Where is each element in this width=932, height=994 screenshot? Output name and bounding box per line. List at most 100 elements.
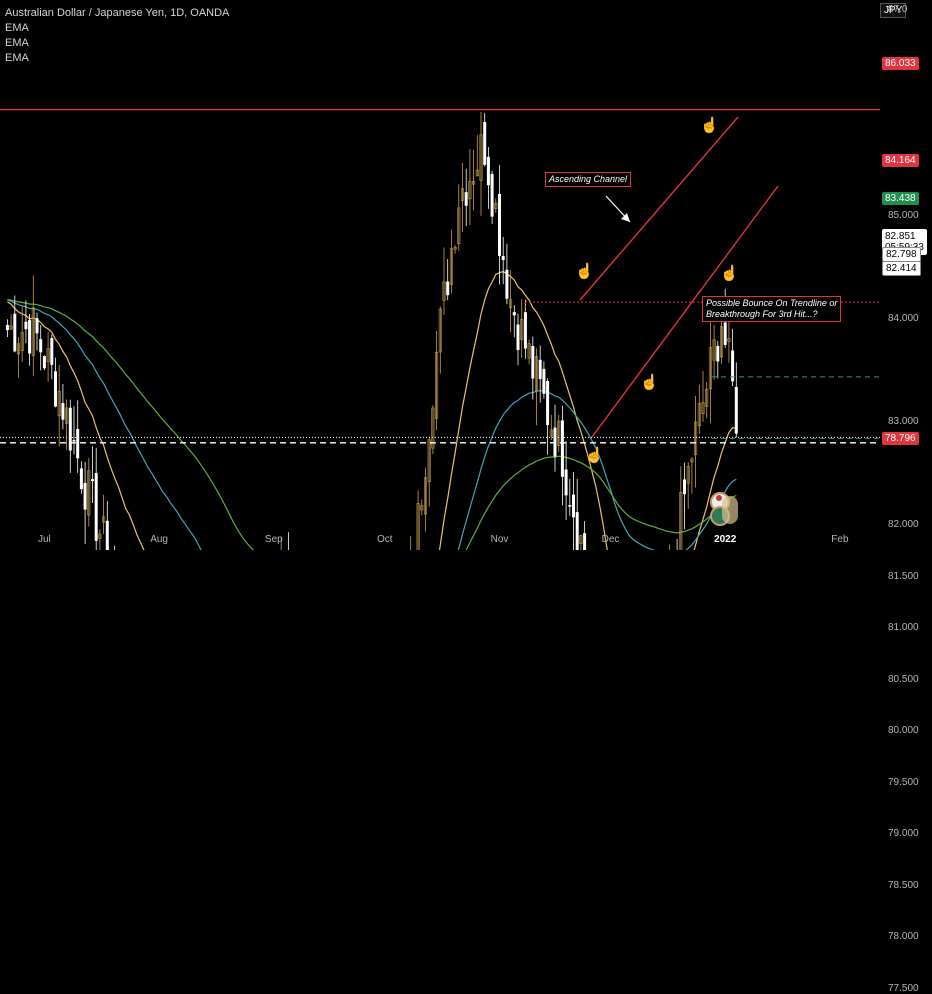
candle-body [31, 307, 35, 356]
candle-body [546, 381, 550, 426]
ascending-channel-label[interactable]: Ascending Channel [545, 172, 632, 187]
candle-body [727, 338, 731, 342]
y-tick-label: 83.000 [888, 416, 919, 427]
candle-body [708, 347, 712, 390]
x-tick-label: Feb [831, 534, 849, 545]
x-tick-label: 2022 [714, 534, 737, 545]
candle-body [460, 188, 464, 201]
candle-body [575, 512, 579, 550]
candle-body [472, 180, 476, 185]
candle-body [9, 325, 13, 330]
candle-body [427, 439, 431, 483]
candle-body [686, 466, 690, 484]
arrow-head [621, 213, 630, 222]
candle-body [553, 427, 557, 457]
candle-body [449, 248, 453, 285]
channel-upper-line [579, 116, 739, 301]
candle-body [46, 348, 50, 363]
pointing-hand-icon: ☝ [640, 374, 659, 391]
candle-body [505, 269, 509, 299]
candle-body [497, 193, 501, 256]
dashed-level-price-tag: 82.798 [882, 247, 921, 262]
candle-body [542, 368, 546, 394]
indicator-ema-3[interactable]: EMA [5, 52, 29, 64]
bounce-note[interactable]: Possible Bounce On Trendline or Breakthr… [702, 296, 842, 322]
candle-body [446, 281, 450, 296]
candle-body [483, 122, 487, 165]
candle-body [479, 134, 483, 181]
candle-body [13, 313, 17, 352]
y-tick-label: 84.000 [888, 313, 919, 324]
x-tick-label: Oct [377, 534, 393, 545]
candle-body [486, 156, 490, 186]
candle-body [442, 281, 446, 301]
candle-body [534, 356, 538, 392]
candle-body [731, 350, 735, 382]
candle-body [520, 318, 524, 340]
candle-body [719, 326, 723, 358]
pointing-hand-icon: ☝ [575, 263, 594, 280]
x-tick-label: Dec [601, 534, 620, 545]
candle-body [475, 169, 479, 177]
y-tick-label: 79.000 [888, 828, 919, 839]
candle-body [42, 356, 46, 369]
candle-body [734, 386, 738, 434]
candle-body [5, 324, 9, 331]
candle-body [453, 246, 457, 250]
candle-body [583, 533, 587, 550]
ema-20-line [7, 270, 737, 550]
candle-body [490, 173, 494, 217]
recent-high-price-tag: 84.164 [882, 154, 919, 167]
candle-body [705, 388, 709, 407]
pointing-hand-icon: ☝ [585, 447, 604, 464]
candle-body [435, 351, 439, 419]
candle-body [571, 494, 575, 518]
y-tick-label: 82.000 [888, 519, 919, 530]
ema-price-tag: 82.414 [882, 261, 921, 276]
candle-body [464, 192, 468, 206]
y-tick-label: 81.000 [888, 622, 919, 633]
candle-body [102, 516, 106, 523]
currency-button[interactable]: JPY [880, 3, 907, 18]
indicator-ema-2[interactable]: EMA [5, 37, 29, 49]
candle-body [431, 407, 435, 449]
candle-body [98, 533, 102, 539]
candle-body [94, 472, 98, 541]
candle-body [494, 202, 498, 209]
emoji-stack-icon[interactable] [708, 492, 740, 528]
candle-body [65, 407, 69, 424]
candle-body [468, 181, 472, 200]
y-tick-label: 80.000 [888, 725, 919, 736]
candle-body [83, 482, 87, 510]
pointing-hand-icon: ☝ [720, 265, 739, 282]
candle-body [549, 429, 553, 437]
candle-body [91, 479, 95, 482]
x-tick-label: Sep [264, 534, 283, 545]
resistance-price-tag: 86.033 [882, 57, 919, 70]
candle-body [531, 346, 535, 379]
pointing-hand-icon: ☝ [700, 117, 719, 134]
current-price-value: 82.851 [885, 231, 916, 242]
symbol-title: Australian Dollar / Japanese Yen, 1D, OA… [5, 7, 230, 19]
candle-body [76, 428, 80, 459]
candle-body [516, 324, 520, 351]
candle-body [579, 535, 583, 544]
price-chart[interactable] [0, 0, 932, 550]
candle-body [557, 420, 561, 446]
indicator-ema-1[interactable]: EMA [5, 22, 29, 34]
candle-body [564, 469, 568, 496]
candle-body [723, 322, 727, 345]
support-price-tag: 78.796 [882, 432, 919, 445]
y-tick-label: 79.500 [888, 776, 919, 788]
candle-body [423, 477, 427, 515]
candle-body [39, 339, 43, 353]
x-tick-label: Nov [490, 534, 509, 545]
candle-body [87, 470, 91, 516]
y-tick-label: 87.0 [888, 4, 908, 15]
y-tick-label: 80.500 [888, 673, 919, 685]
candle-body [105, 520, 109, 550]
candle-body [420, 505, 424, 511]
y-tick-label: 81.500 [888, 570, 919, 582]
candle-body [50, 338, 54, 365]
candle-body [701, 402, 705, 414]
